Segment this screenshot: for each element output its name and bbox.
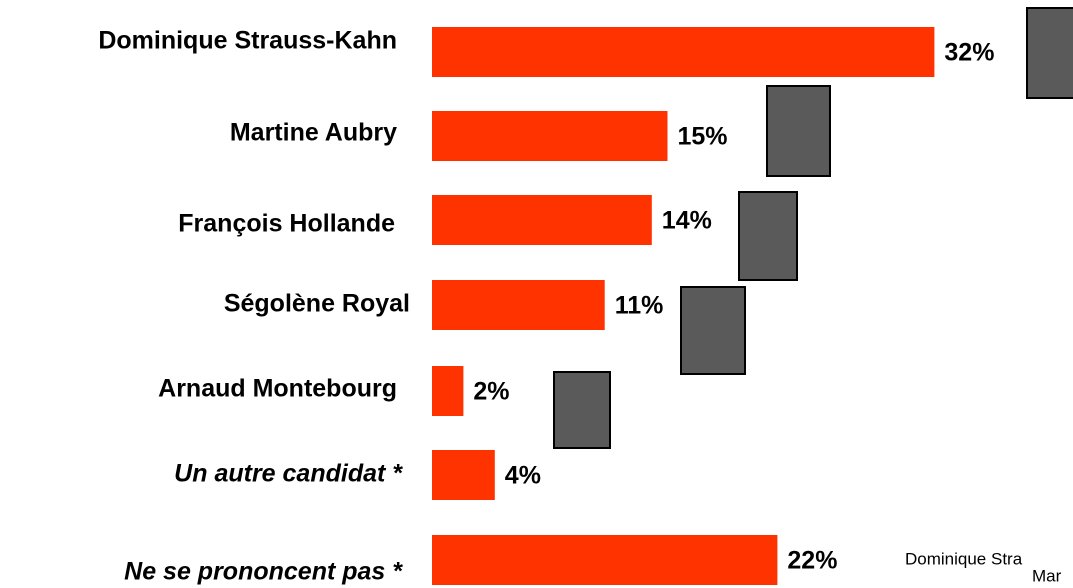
chart: Dominique Stra Mar Dominique Strauss-Kah… xyxy=(0,0,1073,588)
category-label: Arnaud Montebourg xyxy=(158,375,397,403)
photo xyxy=(767,86,830,176)
annotation: Dominique Stra xyxy=(905,549,1023,568)
value-label: 4% xyxy=(505,462,541,490)
category-label: Martine Aubry xyxy=(230,119,397,147)
category-label: Ségolène Royal xyxy=(224,290,410,318)
bar xyxy=(432,195,652,245)
photo xyxy=(1027,8,1073,98)
annotation: Mar xyxy=(1032,566,1062,585)
value-label: 14% xyxy=(662,207,712,235)
category-label: Dominique Strauss-Kahn xyxy=(98,27,397,55)
value-label: 15% xyxy=(678,123,728,151)
photo xyxy=(739,192,797,280)
bar xyxy=(432,535,777,585)
photo xyxy=(681,287,745,374)
category-label: François Hollande xyxy=(178,210,395,238)
bar xyxy=(432,450,495,500)
category-label: Un autre candidat * xyxy=(174,460,403,488)
value-label: 32% xyxy=(944,39,994,67)
bar xyxy=(432,111,668,161)
photo xyxy=(554,372,610,448)
value-label: 2% xyxy=(473,378,509,406)
bar xyxy=(432,280,605,330)
bar xyxy=(432,366,463,416)
bar xyxy=(432,27,934,77)
value-label: 22% xyxy=(787,547,837,575)
category-label: Ne se prononcent pas * xyxy=(124,558,403,586)
value-label: 11% xyxy=(615,292,664,320)
